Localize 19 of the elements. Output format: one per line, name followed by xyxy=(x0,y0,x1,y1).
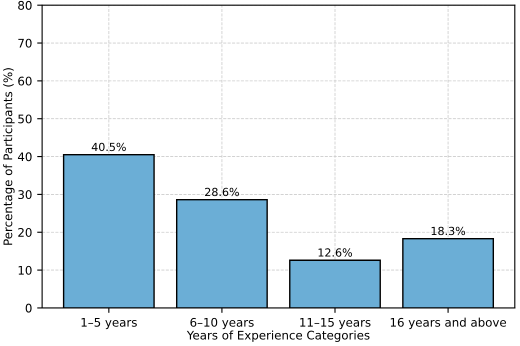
data-label: 28.6% xyxy=(205,188,239,196)
data-label: 18.3% xyxy=(432,226,466,236)
x-tick-label: 16 years and above xyxy=(390,318,506,330)
y-tick-label: 60 xyxy=(18,76,32,86)
y-tick-label: 70 xyxy=(18,38,32,48)
y-tick-label: 0 xyxy=(26,304,32,313)
data-label: 40.5% xyxy=(92,142,126,152)
y-tick-label: 10 xyxy=(18,266,32,275)
y-tick-label: 40 xyxy=(18,152,32,162)
x-tick-label: 1–5 years xyxy=(82,318,137,330)
y-tick-label: 50 xyxy=(18,114,32,124)
y-tick-label: 30 xyxy=(18,190,32,200)
x-tick-label: 6–10 years xyxy=(190,318,254,330)
x-tick-label: 11–15 years xyxy=(300,318,371,330)
data-label: 12.6% xyxy=(318,248,352,257)
y-tick-label: 20 xyxy=(18,228,32,237)
y-tick-label: 80 xyxy=(18,0,32,10)
y-axis-title: Percentage of Participants (%) xyxy=(3,68,15,245)
x-axis-title: Years of Experience Categories xyxy=(186,330,370,342)
